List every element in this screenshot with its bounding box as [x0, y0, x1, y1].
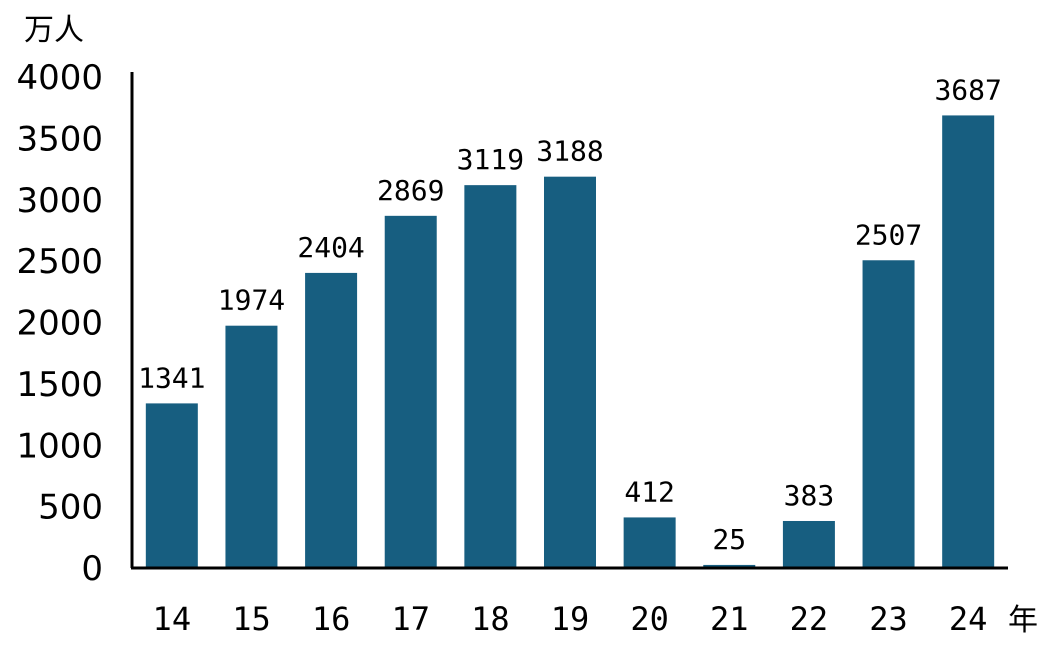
- x-tick-label: 22: [790, 600, 829, 638]
- bar: [225, 325, 278, 568]
- x-tick-label: 20: [630, 600, 669, 638]
- data-labels: 1341 1974 2404 2869 3119 3188 412 25 383 2507 3687: [138, 73, 1002, 556]
- y-tick-label: 3000: [16, 181, 103, 221]
- bar: [145, 403, 198, 568]
- x-tick-label: 23: [869, 600, 908, 638]
- data-label: 3188: [536, 135, 603, 168]
- x-tick-label: 17: [391, 600, 430, 638]
- y-tick-label: 4000: [16, 58, 103, 98]
- data-label: 2507: [855, 218, 922, 251]
- bar: [544, 176, 596, 568]
- y-tick-label: 3500: [16, 119, 103, 159]
- y-tick-label: 2500: [16, 242, 103, 282]
- data-label: 1341: [138, 361, 205, 394]
- data-label: 412: [624, 475, 675, 508]
- x-tick-label: 24: [949, 600, 988, 638]
- bar: [623, 517, 676, 568]
- y-tick-label: 500: [38, 488, 103, 528]
- data-label: 383: [784, 479, 835, 512]
- bar: [862, 260, 915, 568]
- bar: [942, 115, 995, 569]
- bar-series: [145, 115, 995, 569]
- x-tick-label: 16: [312, 600, 351, 638]
- y-axis-ticks: 0 500 1000 1500 2000 2500 3000 3500 4000: [16, 58, 103, 589]
- y-tick-label: 2000: [16, 304, 103, 344]
- x-tick-label: 15: [232, 600, 271, 638]
- bar: [782, 520, 835, 568]
- data-label: 3119: [457, 143, 524, 176]
- x-tick-label: 18: [471, 600, 510, 638]
- bar: [384, 215, 437, 568]
- x-tick-label: 14: [153, 600, 192, 638]
- bar: [464, 185, 517, 568]
- data-label: 3687: [934, 73, 1001, 106]
- x-tick-label: 21: [710, 600, 749, 638]
- data-label: 1974: [218, 284, 285, 317]
- y-tick-label: 1000: [16, 426, 103, 466]
- data-label: 2404: [297, 231, 364, 264]
- data-label: 2869: [377, 174, 444, 207]
- x-tick-label: 19: [551, 600, 590, 638]
- bar: [703, 564, 756, 568]
- x-unit-label: 年: [1008, 603, 1038, 638]
- y-unit-label: 万人: [24, 13, 84, 48]
- y-tick-label: 1500: [16, 365, 103, 405]
- bar: [305, 272, 358, 568]
- data-label: 25: [712, 523, 746, 556]
- y-tick-label: 0: [81, 549, 103, 589]
- x-axis-ticks: 14 15 16 17 18 19 20 21 22 23 24: [153, 600, 988, 638]
